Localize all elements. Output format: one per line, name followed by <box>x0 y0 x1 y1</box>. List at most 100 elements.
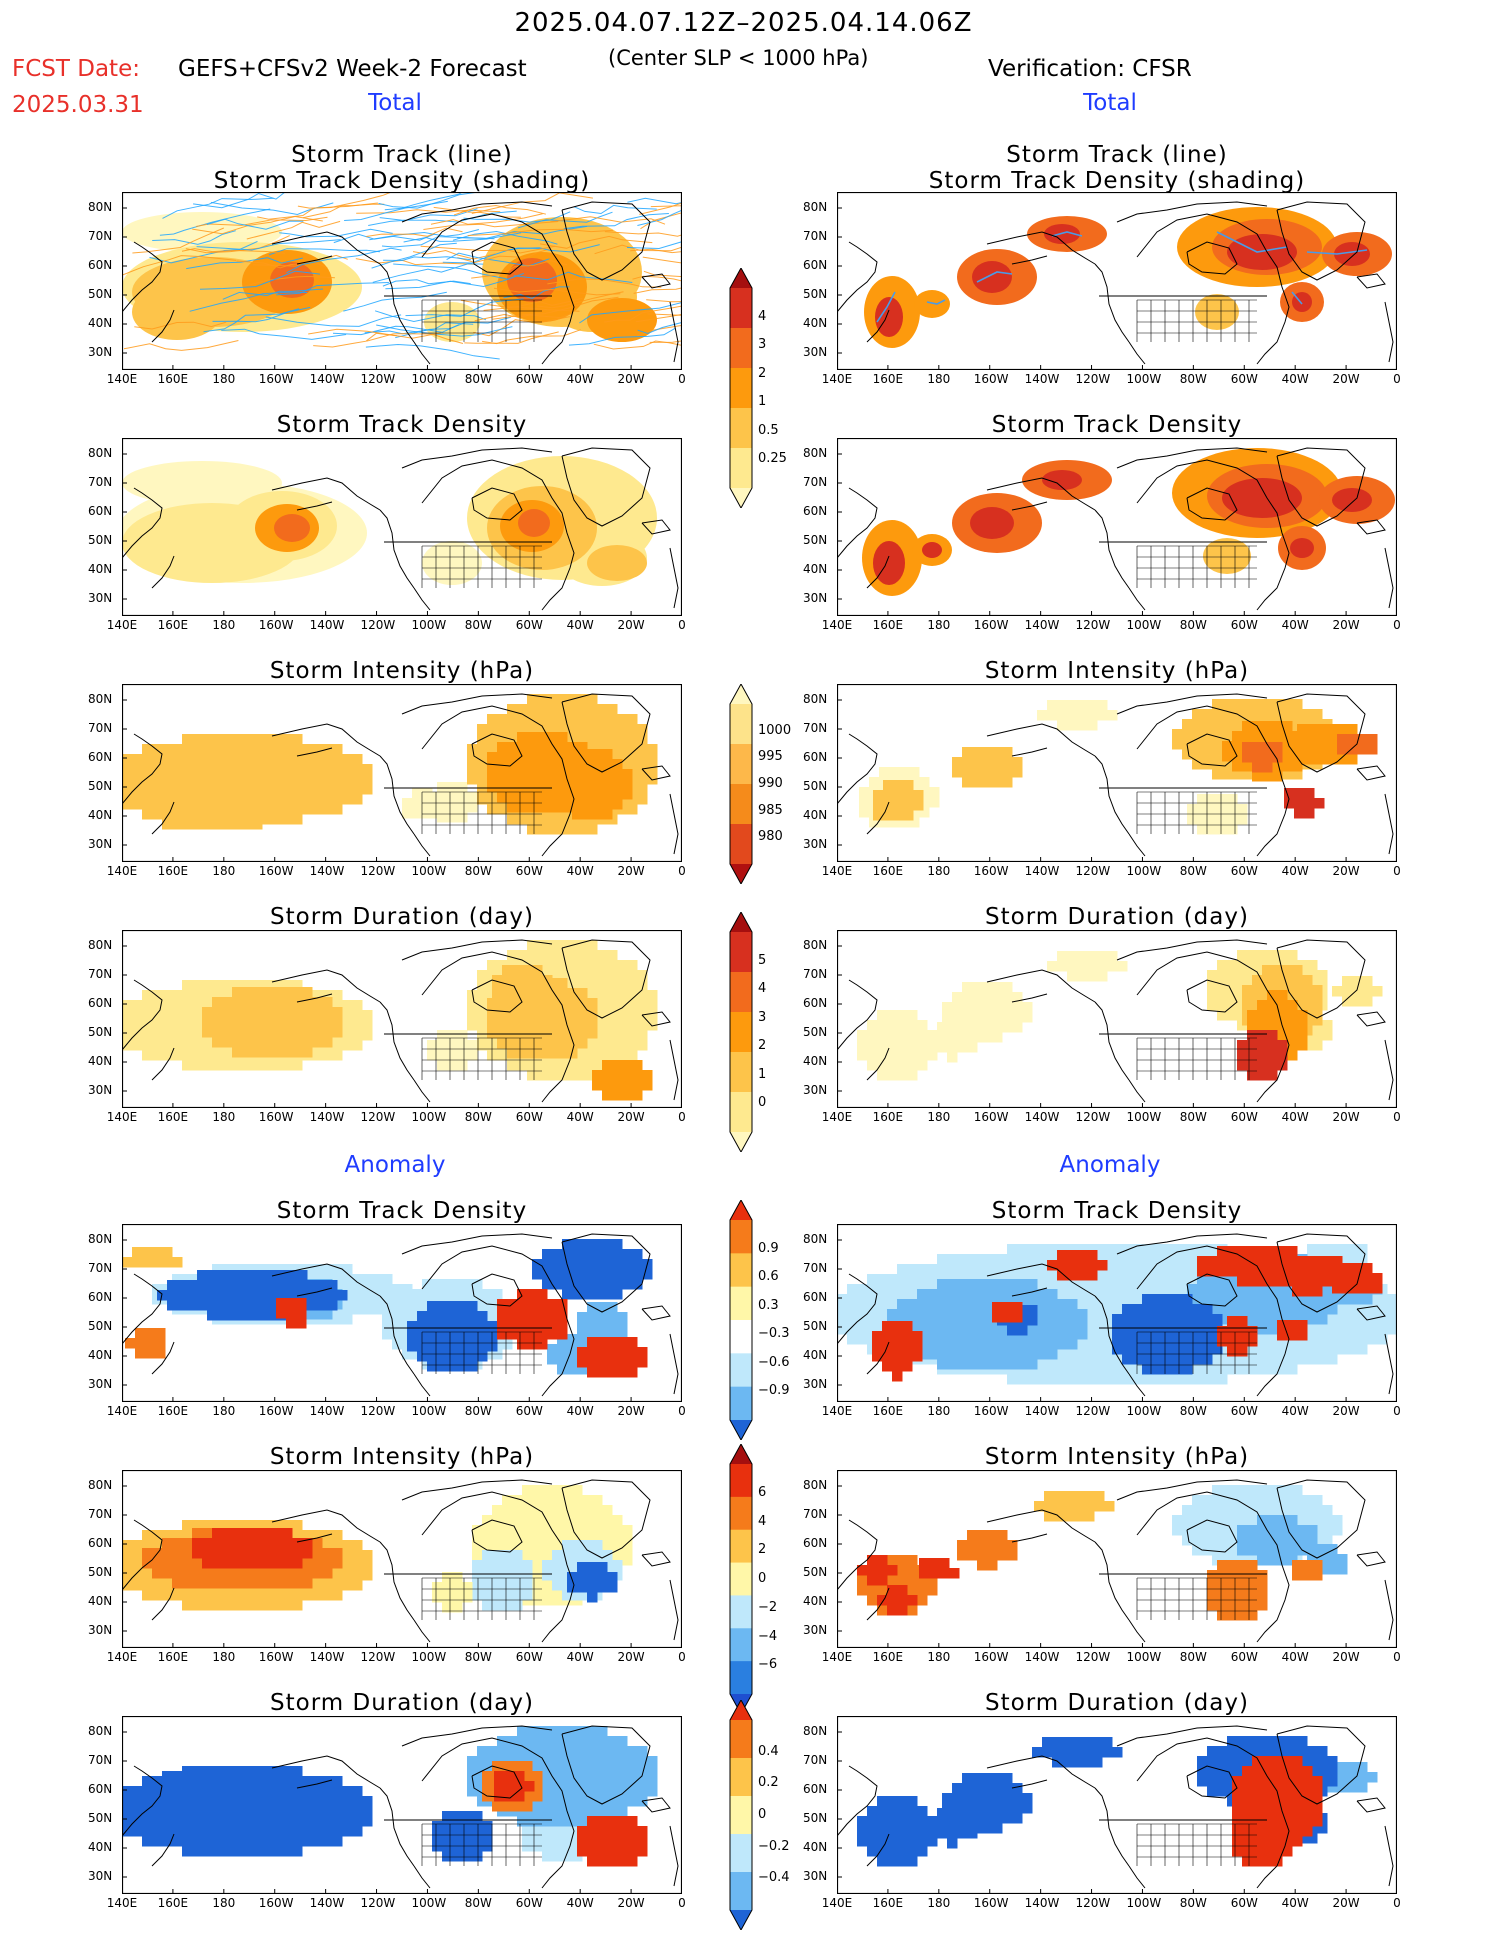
grid-cell <box>1297 1354 1308 1365</box>
grid-cell <box>612 1070 623 1081</box>
grid-cell <box>342 794 353 805</box>
grid-cell <box>332 1040 343 1051</box>
grid-cell <box>517 1339 528 1350</box>
map-verify-duration <box>837 930 1397 1108</box>
grid-cell <box>292 744 303 755</box>
grid-cell <box>957 1042 968 1053</box>
grid-cell <box>262 1535 273 1546</box>
grid-cell <box>532 1585 543 1596</box>
grid-cell <box>1067 971 1078 982</box>
grid-cell <box>607 980 618 991</box>
grid-cell <box>432 808 443 819</box>
grid-cell <box>597 1050 608 1061</box>
section-anomaly-right: Anomaly <box>830 1152 1390 1178</box>
grid-cell <box>957 1289 968 1300</box>
map-verify-intensity <box>837 684 1397 862</box>
grid-cell <box>507 772 518 783</box>
y-tick-label: 80N <box>803 1232 827 1246</box>
grid-cell <box>587 940 598 951</box>
grid-cell <box>227 1300 238 1311</box>
grid-cell <box>877 1010 888 1021</box>
grid-cell <box>467 792 478 803</box>
grid-cell <box>422 808 433 819</box>
grid-cell <box>1257 1334 1268 1345</box>
grid-cell <box>967 1329 978 1340</box>
grid-cell <box>527 950 538 961</box>
grid-cell <box>847 1284 858 1295</box>
grid-cell <box>1312 1286 1323 1297</box>
grid-cell <box>1387 1324 1397 1335</box>
grid-cell <box>897 1284 908 1295</box>
grid-cell <box>527 1028 538 1039</box>
grid-cell <box>872 1341 883 1352</box>
grid-cell <box>1242 742 1253 753</box>
grid-cell <box>537 1060 548 1071</box>
grid-cell <box>432 1279 443 1290</box>
grid-cell <box>262 987 273 998</box>
grid-cell <box>242 1590 253 1601</box>
grid-cell <box>1332 1273 1343 1284</box>
grid-cell <box>1087 1294 1098 1305</box>
grid-cell <box>1362 976 1373 987</box>
grid-cell <box>282 814 293 825</box>
grid-cell <box>1322 1020 1333 1031</box>
grid-cell <box>1362 1283 1373 1294</box>
grid-cell <box>1172 739 1183 750</box>
grid-cell <box>617 960 628 971</box>
grid-cell <box>907 1299 918 1310</box>
grid-cell <box>1087 700 1098 711</box>
grid-cell <box>647 744 658 755</box>
y-tick-label: 60N <box>803 750 827 764</box>
grid-cell <box>497 1028 508 1039</box>
grid-cell <box>482 1289 493 1300</box>
grid-cell <box>1067 1364 1078 1375</box>
grid-cell <box>172 819 183 830</box>
grid-cell <box>467 1351 478 1362</box>
grid-cell <box>617 1010 628 1021</box>
grid-cell <box>497 1018 508 1029</box>
grid-cell <box>302 997 313 1008</box>
grid-cell <box>272 769 283 780</box>
grid-cell <box>282 1568 293 1579</box>
grid-cell <box>1277 1294 1288 1305</box>
grid-cell <box>587 1312 598 1323</box>
grid-cell <box>1037 1349 1048 1360</box>
x-tick-label: 120W <box>1076 1110 1108 1124</box>
grid-cell <box>372 1284 383 1295</box>
grid-cell <box>1077 1260 1088 1271</box>
grid-cell <box>977 1359 988 1370</box>
grid-cell <box>202 990 213 1001</box>
grid-cell <box>1017 1374 1028 1385</box>
grid-cell <box>542 1249 553 1260</box>
grid-cell <box>1317 970 1328 981</box>
grid-cell <box>602 779 613 790</box>
grid-cell <box>1172 1344 1183 1355</box>
x-tick-label: 140W <box>310 618 342 632</box>
grid-cell <box>302 1558 313 1569</box>
grid-cell <box>1027 1315 1038 1326</box>
grid-cell <box>1162 1344 1173 1355</box>
grid-cell <box>1097 1274 1108 1285</box>
grid-cell <box>1332 1515 1343 1526</box>
grid-cell <box>527 1309 538 1320</box>
grid-cell <box>982 1032 993 1043</box>
grid-cell <box>212 980 223 991</box>
grid-cell <box>597 1312 608 1323</box>
y-tick-label: 30N <box>88 1083 112 1097</box>
grid-cell <box>897 1565 908 1576</box>
grid-cell <box>632 1070 643 1081</box>
grid-cell <box>632 1060 643 1071</box>
y-tick-label: 40N <box>88 1348 112 1362</box>
y-tick-label: 70N <box>803 229 827 243</box>
grid-cell <box>1044 1501 1055 1512</box>
grid-cell <box>1222 1485 1233 1496</box>
grid-cell <box>557 1319 568 1330</box>
grid-cell <box>557 1048 568 1059</box>
grid-cell <box>897 1040 908 1051</box>
grid-cell <box>1267 1515 1278 1526</box>
grid-cell <box>1312 985 1323 996</box>
grid-cell <box>532 985 543 996</box>
grid-cell <box>607 970 618 981</box>
grid-cell <box>242 1568 253 1579</box>
x-tick-label: 100W <box>411 1404 443 1418</box>
